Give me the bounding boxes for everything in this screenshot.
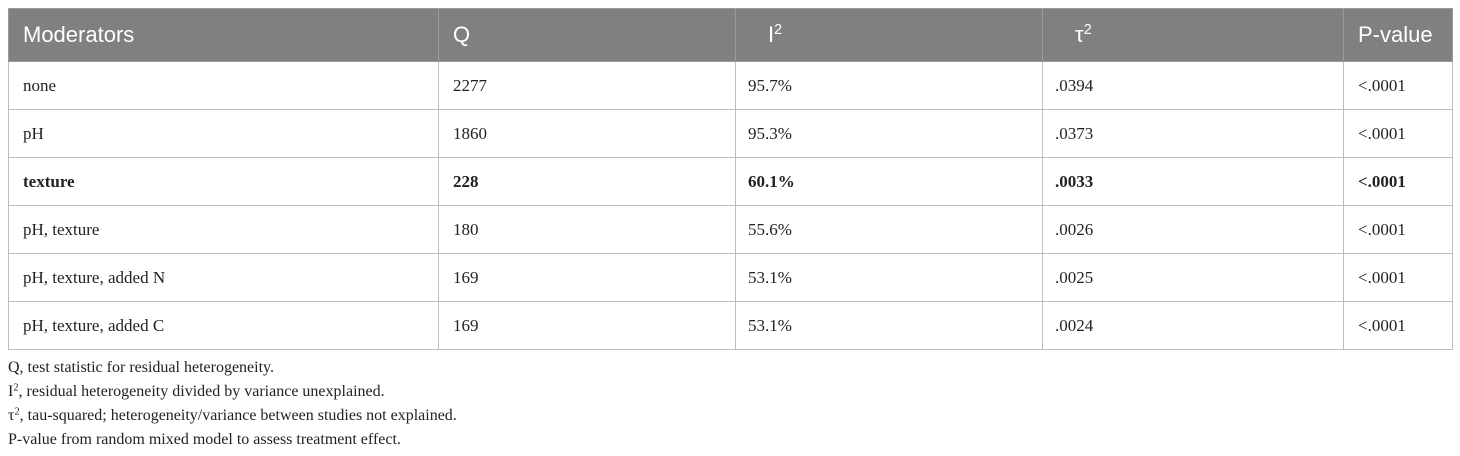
table-cell: pH — [8, 109, 439, 158]
header-text: P-value — [1358, 22, 1433, 47]
table-cell: .0024 — [1042, 301, 1344, 350]
table-cell: <.0001 — [1343, 157, 1453, 206]
table-cell: pH, texture — [8, 205, 439, 254]
footnote-superscript: 2 — [13, 382, 19, 394]
table-cell: <.0001 — [1343, 205, 1453, 254]
header-cell: I2 — [735, 8, 1043, 62]
footnote-text: , residual heterogeneity divided by vari… — [18, 383, 385, 400]
table-row: pH, texture, added C 169 53.1% .0024 <.0001 — [8, 301, 1453, 350]
footnote-text: , tau-squared; heterogeneity/variance be… — [19, 407, 457, 424]
table: Moderators Q I2 τ2 P-value none 2277 95.7% .039… — [8, 8, 1453, 350]
table-cell: .0025 — [1042, 253, 1344, 302]
table-cell: 95.7% — [735, 61, 1043, 110]
header-text: τ — [1075, 22, 1084, 47]
table-row: pH 1860 95.3% .0373 <.0001 — [8, 109, 1453, 158]
table-cell: pH, texture, added N — [8, 253, 439, 302]
table-cell: 53.1% — [735, 253, 1043, 302]
table-cell: 169 — [438, 301, 736, 350]
table-cell: 95.3% — [735, 109, 1043, 158]
table-cell: 2277 — [438, 61, 736, 110]
table-row: none 2277 95.7% .0394 <.0001 — [8, 61, 1453, 110]
table-row: texture 228 60.1% .0033 <.0001 — [8, 157, 1453, 206]
table-cell: .0033 — [1042, 157, 1344, 206]
footnote-text: Q, test statistic for residual heterogen… — [8, 359, 274, 376]
header-cell: τ2 — [1042, 8, 1344, 62]
header-row: Moderators Q I2 τ2 P-value — [8, 8, 1453, 62]
table-wrap: Moderators Q I2 τ2 P-value none 2277 95.7% .039… — [8, 8, 1453, 350]
header-cell: Moderators — [8, 8, 439, 62]
footnote-symbol: I — [8, 383, 14, 400]
footnote: I2, residual heterogeneity divided by va… — [8, 380, 457, 404]
table-cell: 180 — [438, 205, 736, 254]
table-body: none 2277 95.7% .0394 <.0001 pH 1860 95.3% .0373… — [8, 61, 1453, 350]
footnote-text: P-value from random mixed model to asses… — [8, 431, 401, 448]
table-cell: .0394 — [1042, 61, 1344, 110]
table-row: pH, texture, added N 169 53.1% .0025 <.0001 — [8, 253, 1453, 302]
footnotes: Q, test statistic for residual heterogen… — [8, 356, 457, 452]
table-cell: pH, texture, added C — [8, 301, 439, 350]
header-cell: Q — [438, 8, 736, 62]
table-cell: <.0001 — [1343, 61, 1453, 110]
table-cell: 60.1% — [735, 157, 1043, 206]
table-cell: <.0001 — [1343, 109, 1453, 158]
header-text: Moderators — [23, 22, 135, 47]
footnote: Q, test statistic for residual heterogen… — [8, 356, 457, 380]
table-cell: .0026 — [1042, 205, 1344, 254]
header-cell: P-value — [1343, 8, 1453, 62]
table-row: pH, texture 180 55.6% .0026 <.0001 — [8, 205, 1453, 254]
footnote: τ2, tau-squared; heterogeneity/variance … — [8, 404, 457, 428]
footnote: P-value from random mixed model to asses… — [8, 428, 457, 452]
table-cell: <.0001 — [1343, 301, 1453, 350]
header-text: I — [768, 22, 775, 47]
header-text: Q — [453, 22, 471, 47]
header-superscript: 2 — [774, 22, 783, 39]
table-cell: 53.1% — [735, 301, 1043, 350]
table-cell: texture — [8, 157, 439, 206]
table-cell: 55.6% — [735, 205, 1043, 254]
footnote-symbol: τ — [8, 407, 15, 424]
table-cell: .0373 — [1042, 109, 1344, 158]
table-cell: 228 — [438, 157, 736, 206]
table-cell: 169 — [438, 253, 736, 302]
table-cell: none — [8, 61, 439, 110]
footnote-superscript: 2 — [14, 406, 20, 418]
table-cell: 1860 — [438, 109, 736, 158]
table-cell: <.0001 — [1343, 253, 1453, 302]
header-superscript: 2 — [1083, 22, 1092, 39]
